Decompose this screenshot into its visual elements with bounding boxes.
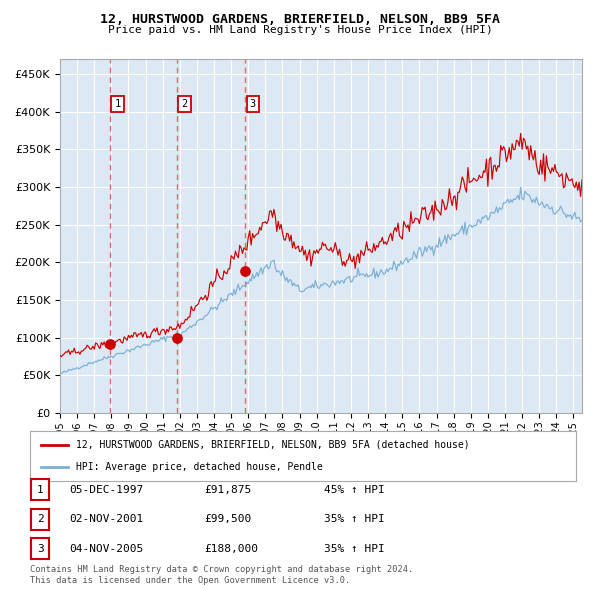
Text: 1: 1 bbox=[114, 99, 121, 109]
Text: 12, HURSTWOOD GARDENS, BRIERFIELD, NELSON, BB9 5FA: 12, HURSTWOOD GARDENS, BRIERFIELD, NELSO… bbox=[100, 13, 500, 26]
Text: £99,500: £99,500 bbox=[204, 514, 251, 524]
Point bbox=[172, 333, 182, 343]
Text: 04-NOV-2005: 04-NOV-2005 bbox=[69, 544, 143, 553]
Text: 12, HURSTWOOD GARDENS, BRIERFIELD, NELSON, BB9 5FA (detached house): 12, HURSTWOOD GARDENS, BRIERFIELD, NELSO… bbox=[76, 440, 470, 450]
Point bbox=[241, 267, 250, 276]
Text: 3: 3 bbox=[37, 544, 44, 553]
Point bbox=[105, 339, 115, 349]
Text: Contains HM Land Registry data © Crown copyright and database right 2024.: Contains HM Land Registry data © Crown c… bbox=[30, 565, 413, 574]
Text: HPI: Average price, detached house, Pendle: HPI: Average price, detached house, Pend… bbox=[76, 462, 323, 472]
Text: 05-DEC-1997: 05-DEC-1997 bbox=[69, 485, 143, 494]
Text: 1: 1 bbox=[37, 485, 44, 494]
Text: 2: 2 bbox=[37, 514, 44, 524]
Text: 35% ↑ HPI: 35% ↑ HPI bbox=[324, 514, 385, 524]
Text: 45% ↑ HPI: 45% ↑ HPI bbox=[324, 485, 385, 494]
Text: Price paid vs. HM Land Registry's House Price Index (HPI): Price paid vs. HM Land Registry's House … bbox=[107, 25, 493, 35]
Text: 2: 2 bbox=[181, 99, 187, 109]
Text: 02-NOV-2001: 02-NOV-2001 bbox=[69, 514, 143, 524]
Text: 3: 3 bbox=[250, 99, 256, 109]
Text: 35% ↑ HPI: 35% ↑ HPI bbox=[324, 544, 385, 553]
Text: £91,875: £91,875 bbox=[204, 485, 251, 494]
Text: £188,000: £188,000 bbox=[204, 544, 258, 553]
Text: This data is licensed under the Open Government Licence v3.0.: This data is licensed under the Open Gov… bbox=[30, 576, 350, 585]
